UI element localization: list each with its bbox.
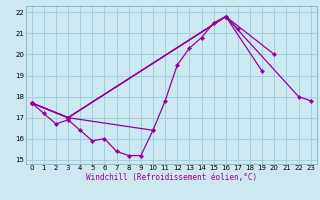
X-axis label: Windchill (Refroidissement éolien,°C): Windchill (Refroidissement éolien,°C) [86, 173, 257, 182]
